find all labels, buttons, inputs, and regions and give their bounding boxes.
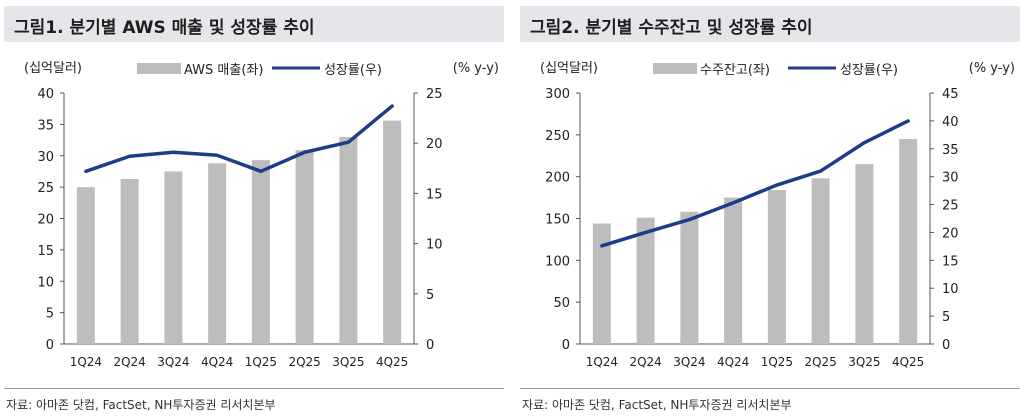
right-tick-label: 5 [426, 288, 434, 303]
chart-title: 그림1. 분기별 AWS 매출 및 성장률 추이 [14, 18, 315, 38]
bar [724, 197, 743, 344]
x-tick-label: 2Q24 [113, 355, 145, 369]
left-tick-label: 50 [553, 296, 570, 311]
right-tick-label: 20 [942, 226, 959, 241]
left-tick-label: 5 [46, 307, 54, 322]
bar [592, 223, 611, 344]
bar [811, 178, 830, 344]
legend-bar-label: AWS 매출(좌) [184, 63, 263, 78]
x-tick-label: 3Q25 [332, 355, 364, 369]
right-axis-unit: (% y-y) [453, 61, 499, 76]
chart-panel-backlog: 그림2. 분기별 수주잔고 및 성장률 추이 0 50 100 150 200 250 30… [520, 0, 1020, 417]
left-axis-unit: (십억달러) [24, 61, 82, 76]
left-tick-label: 0 [562, 338, 570, 353]
x-tick-label: 4Q24 [717, 355, 749, 369]
x-tick-label: 2Q25 [804, 355, 836, 369]
chart-title: 그림2. 분기별 수주잔고 및 성장률 추이 [530, 18, 813, 38]
left-tick-label: 40 [37, 87, 54, 102]
left-tick-label: 10 [37, 275, 54, 290]
right-tick-label: 10 [426, 238, 443, 253]
bar [295, 150, 314, 344]
right-axis-unit: (% y-y) [969, 61, 1015, 76]
legend-bar-swatch [653, 63, 697, 74]
left-tick-label: 30 [37, 150, 54, 165]
left-tick-label: 0 [46, 338, 54, 353]
source-note: 자료: 아마존 닷컴, FactSet, NH투자증권 리서치본부 [6, 398, 276, 412]
left-tick-label: 250 [545, 129, 570, 144]
left-tick-label: 200 [545, 171, 570, 186]
growth-line [84, 104, 394, 174]
left-tick-label: 20 [37, 213, 54, 228]
bar [767, 190, 786, 344]
right-tick-label: 40 [942, 115, 959, 130]
right-tick-label: 30 [942, 171, 959, 186]
right-tick-label: 0 [942, 338, 950, 353]
divider [520, 388, 1020, 389]
right-tick-label: 25 [942, 199, 959, 214]
bar [208, 163, 227, 344]
bar [899, 139, 918, 344]
bar [120, 178, 139, 344]
x-tick-label: 3Q24 [157, 355, 189, 369]
x-tick-label: 4Q24 [201, 355, 233, 369]
x-tick-label: 3Q24 [673, 355, 705, 369]
bar [76, 187, 95, 344]
chart-panel-aws-revenue: 그림1. 분기별 AWS 매출 및 성장률 추이 0 5 10 15 20 25 30 35 4… [4, 0, 504, 417]
x-tick-label: 1Q24 [586, 355, 618, 369]
x-tick-label: 1Q24 [70, 355, 102, 369]
right-tick-label: 5 [942, 310, 950, 325]
right-tick-label: 15 [942, 254, 959, 269]
bar [251, 160, 270, 344]
legend-bar-swatch [137, 63, 181, 74]
x-tick-label: 4Q25 [376, 355, 408, 369]
right-tick-label: 45 [942, 87, 959, 102]
source-note: 자료: 아마존 닷컴, FactSet, NH투자증권 리서치본부 [522, 398, 792, 412]
bar [855, 164, 874, 344]
chart-aws-revenue: 0 5 10 15 20 25 30 35 40 0 5 10 15 20 25 (십억달러) (% y-y) A… [24, 61, 499, 369]
right-tick-label: 35 [942, 143, 959, 158]
left-axis-unit: (십억달러) [540, 61, 598, 76]
x-tick-label: 1Q25 [761, 355, 793, 369]
bar [636, 217, 655, 344]
legend-line-label: 성장률(우) [840, 63, 898, 78]
bar [680, 211, 699, 344]
divider [4, 388, 504, 389]
right-tick-label: 10 [942, 282, 959, 297]
left-tick-label: 15 [37, 244, 54, 259]
bar [164, 171, 183, 344]
x-tick-label: 3Q25 [848, 355, 880, 369]
bar [339, 136, 358, 344]
legend-bar-label: 수주잔고(좌) [700, 63, 770, 78]
x-tick-label: 2Q24 [629, 355, 661, 369]
left-tick-label: 25 [37, 181, 54, 196]
left-tick-label: 35 [37, 118, 54, 133]
x-tick-label: 4Q25 [892, 355, 924, 369]
bar [383, 120, 402, 344]
x-tick-label: 1Q25 [245, 355, 277, 369]
title-bar: 그림2. 분기별 수주잔고 및 성장률 추이 [520, 6, 1020, 42]
growth-line [600, 119, 910, 248]
title-bar: 그림1. 분기별 AWS 매출 및 성장률 추이 [4, 6, 504, 42]
right-tick-label: 25 [426, 87, 443, 102]
right-tick-label: 15 [426, 187, 443, 202]
chart-backlog: 0 50 100 150 200 250 300 0 5 10 15 20 25 30 35 40 45 (십억달… [540, 61, 1015, 369]
right-tick-label: 20 [426, 137, 443, 152]
right-tick-label: 0 [426, 338, 434, 353]
left-tick-label: 150 [545, 213, 570, 228]
left-tick-label: 300 [545, 87, 570, 102]
legend-line-label: 성장률(우) [324, 63, 382, 78]
x-tick-label: 2Q25 [288, 355, 320, 369]
left-tick-label: 100 [545, 254, 570, 269]
